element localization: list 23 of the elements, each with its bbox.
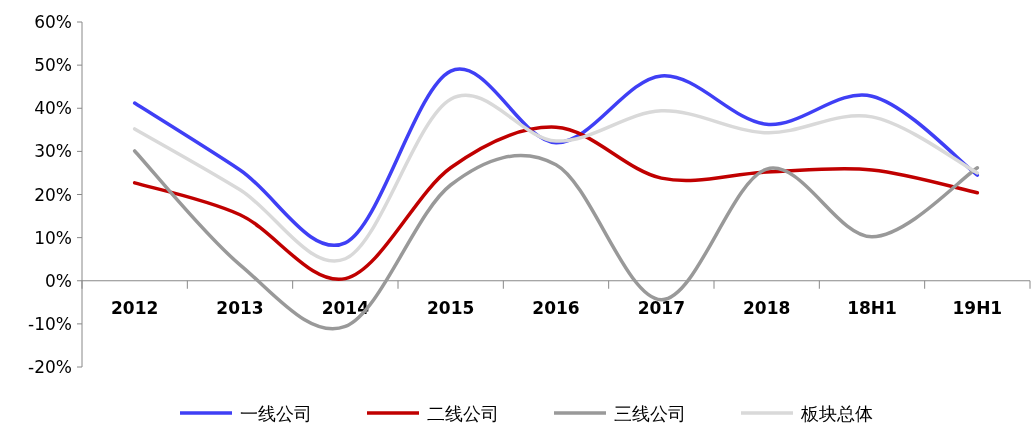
y-tick-label: 60% — [34, 12, 72, 32]
x-tick-label: 2017 — [637, 297, 685, 318]
y-tick-label: -20% — [28, 357, 72, 377]
x-tick-label: 19H1 — [952, 297, 1003, 318]
legend-label: 二线公司 — [427, 403, 499, 424]
y-tick-label: 0% — [45, 270, 72, 291]
line-series — [132, 125, 980, 281]
y-tick-label: 20% — [34, 184, 72, 205]
x-tick-label: 18H1 — [847, 297, 897, 318]
legend-label: 三线公司 — [614, 403, 686, 424]
y-tick-label: 50% — [34, 55, 72, 76]
x-tick-label: 2018 — [743, 297, 791, 318]
x-tick-label: 2013 — [216, 297, 264, 318]
x-tick-label: 2015 — [427, 297, 475, 318]
y-tick-label: -10% — [28, 313, 72, 334]
x-tick-label: 2014 — [321, 297, 370, 318]
y-tick-label: 40% — [34, 98, 72, 119]
y-tick-label: 10% — [34, 227, 72, 248]
legend-label: 板块总体 — [800, 403, 873, 424]
x-tick-label: 2012 — [111, 297, 159, 318]
x-tick-label: 2016 — [532, 297, 580, 318]
legend-label: 一线公司 — [240, 403, 312, 424]
y-tick-label: 30% — [34, 141, 72, 162]
